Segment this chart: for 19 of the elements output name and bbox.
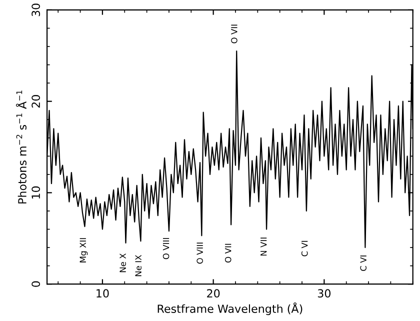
annotation: O VII (224, 244, 232, 262)
x-tick-label: 10 (96, 289, 109, 298)
x-tick-label: 30 (318, 289, 331, 298)
annotation: Ne X (120, 253, 126, 272)
annotation: Ne IX (135, 254, 142, 276)
y-axis-title: Photons m$^{−2}$ s$^{−1}$ Å$^{−1}$ (16, 90, 26, 204)
y-tick-label: 20 (32, 95, 40, 108)
annotation: O VIII (196, 242, 203, 264)
y-tick-label: 0 (32, 281, 40, 287)
y-tick-label: 30 (32, 4, 40, 16)
annotation: O VII (231, 24, 238, 44)
annotation: C VI (360, 256, 366, 271)
x-axis-title: Restframe Wavelength (Å) (158, 302, 302, 316)
annotation: O VIII (162, 238, 170, 260)
annotation: N VII (260, 238, 267, 256)
annotation: Mg XII (80, 238, 88, 262)
x-tick-label: 20 (207, 289, 220, 298)
y-tick-label: 10 (32, 186, 40, 199)
annotation: C VI (301, 240, 308, 256)
